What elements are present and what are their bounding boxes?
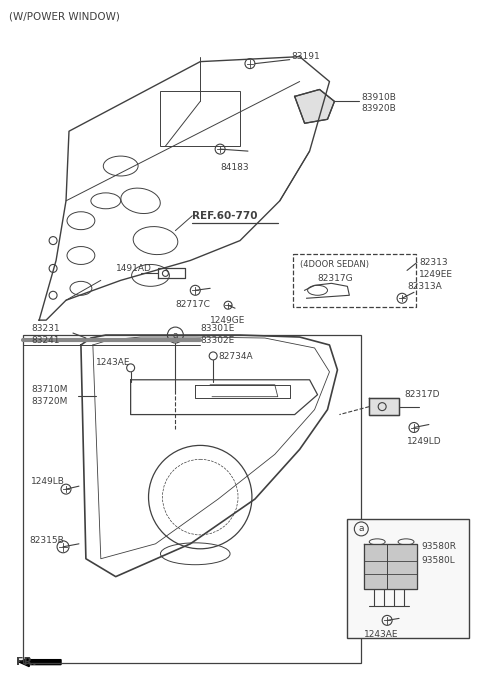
Text: 1243AE: 1243AE bbox=[364, 631, 399, 640]
Text: 1249LB: 1249LB bbox=[31, 477, 65, 486]
Text: 93580R: 93580R bbox=[421, 542, 456, 551]
Text: 82317G: 82317G bbox=[318, 274, 353, 283]
Text: 1491AD: 1491AD bbox=[116, 264, 152, 273]
Polygon shape bbox=[364, 544, 417, 588]
Bar bbox=[348, 519, 468, 638]
Bar bbox=[23, 335, 361, 663]
Text: 83191: 83191 bbox=[292, 52, 321, 61]
Text: 83241: 83241 bbox=[31, 336, 60, 345]
Text: (4DOOR SEDAN): (4DOOR SEDAN) bbox=[300, 261, 369, 269]
Text: 83920B: 83920B bbox=[361, 104, 396, 113]
Text: 1249EE: 1249EE bbox=[419, 270, 453, 280]
Text: 1249GE: 1249GE bbox=[210, 316, 246, 325]
Text: a: a bbox=[359, 525, 364, 534]
Text: 1249LD: 1249LD bbox=[407, 438, 442, 447]
Text: 83231: 83231 bbox=[31, 324, 60, 332]
Polygon shape bbox=[295, 90, 335, 123]
Text: (W/POWER WINDOW): (W/POWER WINDOW) bbox=[9, 12, 120, 22]
Text: 82317D: 82317D bbox=[404, 390, 440, 399]
Text: REF.60-770: REF.60-770 bbox=[192, 211, 258, 221]
Text: 83302E: 83302E bbox=[200, 336, 235, 345]
Text: 82734A: 82734A bbox=[218, 352, 253, 361]
Text: 83720M: 83720M bbox=[31, 397, 68, 406]
Text: 84183: 84183 bbox=[220, 163, 249, 172]
Text: 82315B: 82315B bbox=[29, 536, 64, 545]
Text: 83301E: 83301E bbox=[200, 324, 235, 332]
Text: 93580L: 93580L bbox=[421, 556, 455, 565]
Text: 83710M: 83710M bbox=[31, 385, 68, 394]
FancyArrow shape bbox=[19, 657, 61, 667]
Text: FR.: FR. bbox=[16, 657, 37, 667]
Text: 82717C: 82717C bbox=[175, 300, 210, 309]
Text: 83910B: 83910B bbox=[361, 93, 396, 102]
Text: a: a bbox=[173, 330, 178, 339]
Text: 1243AE: 1243AE bbox=[96, 358, 131, 367]
Polygon shape bbox=[369, 397, 399, 415]
Bar bbox=[160, 92, 240, 146]
Text: 82313A: 82313A bbox=[407, 282, 442, 291]
Text: 82313: 82313 bbox=[419, 259, 447, 267]
